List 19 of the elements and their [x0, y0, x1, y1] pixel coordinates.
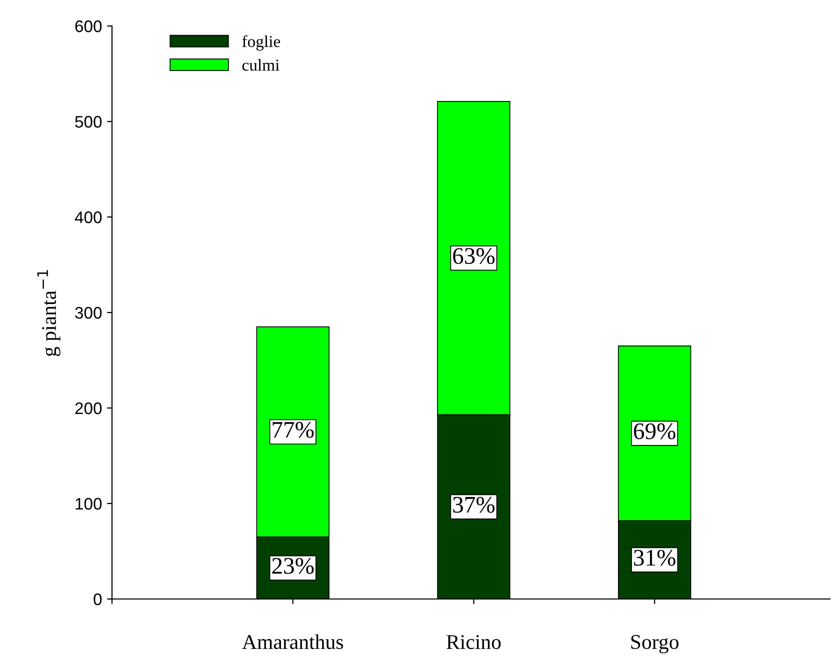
y-tick-label: 400	[74, 211, 102, 224]
legend-label: foglie	[242, 35, 280, 51]
annotation: 69%	[634, 423, 676, 440]
x-tick-label: Sorgo	[631, 635, 678, 654]
annotation: 63%	[453, 248, 495, 264]
y-axis-title: g pianta$^{−1}$	[37, 270, 60, 356]
annotation: 77%	[272, 422, 314, 438]
y-tick-label: 500	[75, 116, 102, 128]
y-tick-label: 600	[75, 20, 102, 32]
y-tick-label: 300	[75, 306, 102, 319]
annotation: 31%	[634, 550, 676, 566]
x-tick-label: Ricino	[446, 635, 501, 650]
y-tick-label: 200	[75, 402, 102, 414]
y-tick-label: 100	[76, 498, 102, 510]
annotation: 23%	[272, 558, 314, 574]
legend-label: culmi	[242, 59, 280, 71]
y-tick-label: 0	[94, 593, 102, 606]
annotation: 37%	[453, 496, 495, 513]
x-tick-label: Amaranthus	[242, 634, 344, 650]
